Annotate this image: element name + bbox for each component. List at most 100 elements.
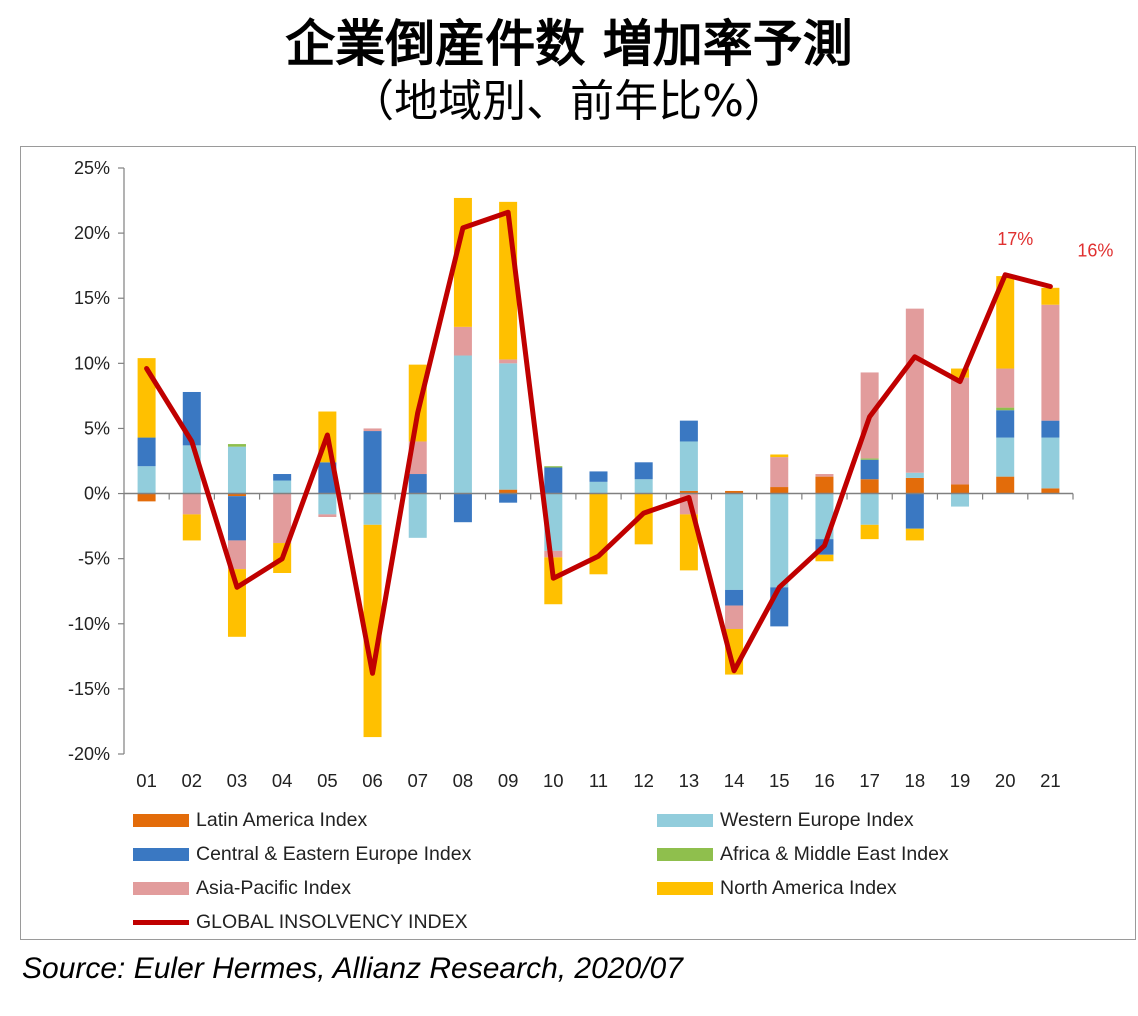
- y-tick-label: -10%: [68, 614, 110, 634]
- bar-latin-america-19: [951, 484, 970, 494]
- legend-swatch-central-eastern-europe: [133, 847, 189, 861]
- bar-north-america-19: [951, 368, 970, 378]
- legend-western-europe: Western Europe Index: [657, 806, 914, 834]
- bar-north-america-20: [996, 276, 1015, 369]
- y-tick-label: 0%: [84, 484, 110, 504]
- bar-central-eastern-europe-07: [408, 474, 427, 494]
- source-note: Source: Euler Hermes, Allianz Research, …: [22, 952, 683, 985]
- legend-label-africa-middle-east: Africa & Middle East Index: [720, 842, 949, 865]
- bar-latin-america-21: [1041, 488, 1060, 494]
- x-tick-label: 15: [769, 770, 790, 791]
- bar-central-eastern-europe-08: [453, 493, 472, 523]
- bar-asia-pacific-19: [951, 377, 970, 485]
- bar-western-europe-03: [227, 446, 246, 494]
- data-label-21: 16%: [1077, 241, 1113, 261]
- x-tick-label: 19: [950, 770, 971, 791]
- bar-asia-pacific-05: [318, 514, 337, 517]
- bar-north-america-13: [679, 514, 698, 571]
- x-tick-label: 03: [227, 770, 248, 791]
- x-tick-label: 02: [181, 770, 202, 791]
- x-tick-label: 09: [498, 770, 519, 791]
- bar-north-america-12: [634, 493, 653, 545]
- bar-western-europe-12: [634, 479, 653, 494]
- bar-latin-america-20: [996, 476, 1015, 494]
- bar-latin-america-13: [679, 490, 698, 494]
- bar-western-europe-20: [996, 437, 1015, 477]
- bar-central-eastern-europe-11: [589, 471, 608, 482]
- x-tick-label: 12: [633, 770, 654, 791]
- x-tick-label: 11: [589, 770, 608, 791]
- data-label-20: 17%: [997, 229, 1033, 249]
- bar-western-europe-08: [453, 355, 472, 494]
- x-tick-label: 01: [136, 770, 157, 791]
- bar-western-europe-17: [860, 493, 879, 525]
- bar-western-europe-21: [1041, 437, 1060, 489]
- bar-western-europe-15: [770, 493, 789, 588]
- bar-central-eastern-europe-10: [544, 467, 563, 494]
- bar-north-america-10: [544, 557, 563, 605]
- bar-latin-america-03: [227, 493, 246, 497]
- legend-line-global-insolvency: [133, 919, 189, 925]
- x-tick-label: 07: [407, 770, 428, 791]
- bar-asia-pacific-08: [453, 326, 472, 356]
- bar-asia-pacific-15: [770, 457, 789, 488]
- bar-western-europe-19: [951, 493, 970, 507]
- bar-asia-pacific-02: [182, 493, 201, 515]
- bar-africa-middle-east-10: [544, 466, 563, 468]
- x-tick-label: 20: [995, 770, 1016, 791]
- legend-asia-pacific: Asia-Pacific Index: [133, 874, 351, 902]
- bar-north-america-02: [182, 514, 201, 541]
- legend-label-asia-pacific: Asia-Pacific Index: [196, 876, 351, 899]
- bar-africa-middle-east-17: [860, 458, 879, 460]
- bar-asia-pacific-18: [905, 308, 924, 473]
- legend-north-america: North America Index: [657, 874, 897, 902]
- bar-central-eastern-europe-20: [996, 410, 1015, 438]
- bar-central-eastern-europe-01: [137, 437, 156, 467]
- y-tick-label: 5%: [84, 418, 110, 438]
- bar-asia-pacific-10: [544, 550, 563, 558]
- bar-western-europe-14: [725, 493, 744, 590]
- bar-central-eastern-europe-04: [273, 474, 292, 481]
- x-tick-label: 13: [679, 770, 700, 791]
- y-tick-label: 15%: [74, 288, 110, 308]
- chart-svg: 25% 20% 15% 10% 5% 0% -5% -10% -15% -20% 01 02 03 04 0…: [68, 158, 1113, 791]
- bar-central-eastern-europe-13: [679, 420, 698, 442]
- y-tick-label: 10%: [74, 353, 110, 373]
- bar-north-america-06: [363, 524, 382, 738]
- bar-latin-america-16: [815, 476, 834, 494]
- bar-asia-pacific-04: [273, 493, 292, 544]
- bar-central-eastern-europe-12: [634, 462, 653, 480]
- bar-western-europe-11: [589, 481, 608, 494]
- bar-central-eastern-europe-18: [905, 493, 924, 529]
- y-tick-label: 25%: [74, 158, 110, 178]
- bar-north-america-16: [815, 554, 834, 562]
- bar-asia-pacific-03: [227, 540, 246, 570]
- x-tick-label: 21: [1040, 770, 1061, 791]
- x-tick-label: 10: [543, 770, 564, 791]
- bar-central-eastern-europe-17: [860, 459, 879, 480]
- bar-latin-america-09: [499, 489, 518, 494]
- bar-latin-america-14: [725, 490, 744, 494]
- bar-western-europe-18: [905, 472, 924, 478]
- bar-western-europe-06: [363, 493, 382, 525]
- bar-western-europe-05: [318, 493, 337, 515]
- y-tick-label: -5%: [78, 549, 110, 569]
- chart-frame: 25% 20% 15% 10% 5% 0% -5% -10% -15% -20% 01 02 03 04 0…: [20, 146, 1136, 940]
- bar-asia-pacific-14: [725, 605, 744, 629]
- bar-western-europe-13: [679, 441, 698, 491]
- bar-central-eastern-europe-09: [499, 493, 518, 503]
- bar-africa-middle-east-03: [227, 444, 246, 447]
- bar-western-europe-07: [408, 493, 427, 538]
- bar-central-eastern-europe-06: [363, 431, 382, 494]
- y-tick-label: -20%: [68, 744, 110, 764]
- legend-label-latin-america: Latin America Index: [196, 808, 368, 831]
- bar-asia-pacific-09: [499, 359, 518, 364]
- legend-swatch-africa-middle-east: [657, 847, 713, 861]
- legend-central-eastern-europe: Central & Eastern Europe Index: [133, 840, 471, 868]
- x-tick-label: 05: [317, 770, 338, 791]
- x-tick-label: 16: [814, 770, 835, 791]
- page-subtitle: （地域別、前年比%）: [350, 76, 788, 127]
- bar-western-europe-01: [137, 466, 156, 494]
- legend-swatch-asia-pacific: [133, 881, 189, 895]
- bar-asia-pacific-06: [363, 428, 382, 432]
